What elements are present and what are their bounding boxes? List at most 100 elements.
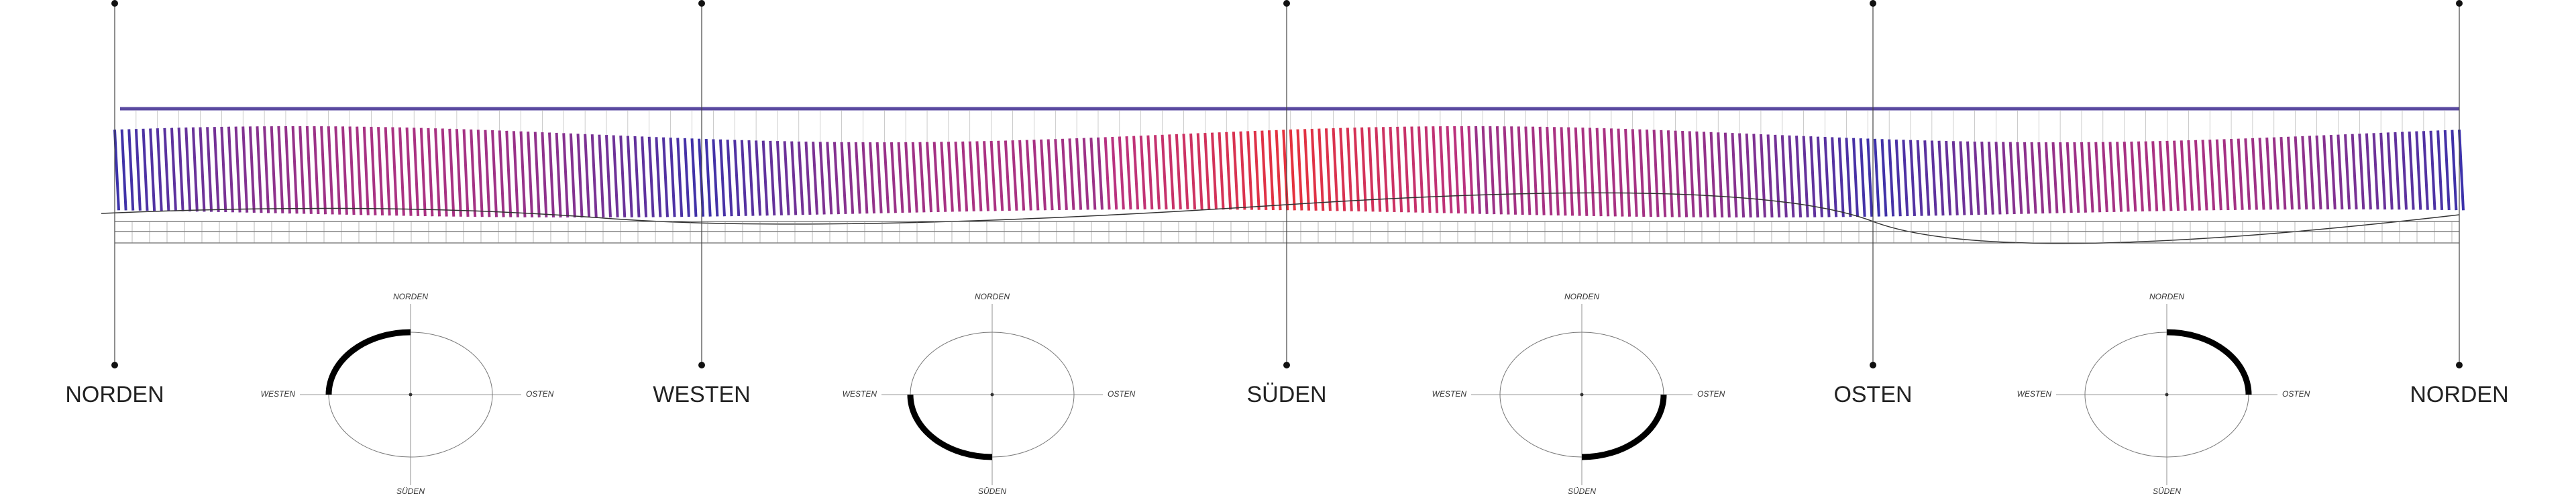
fin [2144, 141, 2151, 211]
fin [968, 141, 975, 212]
fin [455, 129, 462, 217]
fin [584, 134, 591, 218]
fin [413, 128, 420, 216]
fin [1581, 128, 1589, 216]
fin [1681, 130, 1688, 217]
fin [1324, 128, 1332, 211]
fin [1046, 139, 1054, 211]
fin [1595, 128, 1603, 217]
fin [256, 126, 263, 213]
fin [248, 126, 256, 213]
fin [313, 126, 320, 215]
fin [726, 140, 733, 217]
fin [1731, 133, 1738, 218]
direction-label: NORDEN [2410, 382, 2508, 407]
fin [1424, 126, 1432, 213]
fin [1161, 134, 1168, 210]
fin [698, 138, 705, 217]
fin [362, 126, 370, 215]
compass: NORDEN SÜDEN WESTEN OSTEN [2017, 292, 2310, 496]
fin [1723, 132, 1731, 218]
fin [2379, 132, 2387, 210]
axis-dot [1283, 362, 1290, 368]
fin [961, 141, 969, 212]
fin [1318, 128, 1325, 211]
fin [1225, 132, 1232, 210]
fin [1210, 132, 1218, 210]
fin [149, 128, 156, 211]
fin [541, 132, 548, 217]
fin [1823, 136, 1831, 217]
fin [2436, 130, 2444, 211]
fin [875, 142, 883, 213]
fin [2351, 134, 2358, 210]
fin [1218, 132, 1225, 210]
fin [398, 127, 405, 216]
fin [227, 126, 234, 213]
fin [1089, 138, 1097, 210]
fin [1888, 139, 1895, 217]
orientation-arc [2166, 329, 2252, 395]
fin [1959, 141, 1966, 215]
fin [2358, 134, 2365, 210]
fin [2002, 142, 2009, 215]
fin [2080, 142, 2087, 213]
fin [2372, 133, 2379, 210]
fin [1310, 128, 1318, 211]
fin [1745, 133, 1752, 218]
fin [598, 134, 605, 218]
fin [1873, 138, 1880, 217]
fin [2301, 136, 2308, 210]
axis-dot [111, 362, 118, 368]
fin [2180, 140, 2187, 211]
fin [1061, 138, 1068, 210]
compass-south: SÜDEN [978, 487, 1006, 496]
fin [1467, 126, 1474, 214]
fin [790, 141, 798, 215]
compass: NORDEN SÜDEN WESTEN OSTEN [261, 292, 554, 496]
fin [1909, 140, 1917, 216]
fin [883, 142, 890, 213]
fin [2059, 142, 2066, 213]
fin [476, 130, 484, 217]
fin [548, 132, 555, 218]
fin [1068, 138, 1075, 210]
direction-label: NORDEN [65, 382, 164, 407]
fin [1096, 137, 1104, 210]
fin [2215, 139, 2222, 211]
fin [462, 129, 470, 217]
fin [1567, 127, 1574, 216]
fin [2294, 136, 2301, 210]
fin [505, 130, 513, 217]
fin [2158, 141, 2165, 211]
fin [2116, 142, 2123, 212]
fin [1930, 140, 1937, 216]
fin [1609, 128, 1617, 217]
fin [1432, 126, 1439, 213]
fin [2443, 130, 2451, 211]
fin [1702, 132, 1709, 217]
fin [1795, 136, 1803, 217]
fin [2051, 142, 2059, 213]
fin [2344, 134, 2351, 210]
compass-east: OSTEN [1697, 389, 1725, 399]
compass-east: OSTEN [1108, 389, 1136, 399]
fin [1381, 127, 1389, 212]
fin [2329, 134, 2337, 210]
fin [2151, 141, 2159, 211]
fin [1894, 139, 1902, 217]
fin [1446, 126, 1453, 213]
fin [2315, 135, 2322, 210]
fin [1203, 132, 1211, 210]
fin [270, 126, 277, 213]
fin [2208, 139, 2216, 211]
fin [327, 126, 334, 215]
fin [348, 126, 356, 215]
fin [370, 126, 377, 215]
fin [861, 142, 869, 214]
fin [669, 137, 676, 217]
fin [1438, 126, 1446, 213]
fin [1695, 131, 1703, 217]
fin [2173, 140, 2180, 211]
fin [704, 138, 712, 217]
